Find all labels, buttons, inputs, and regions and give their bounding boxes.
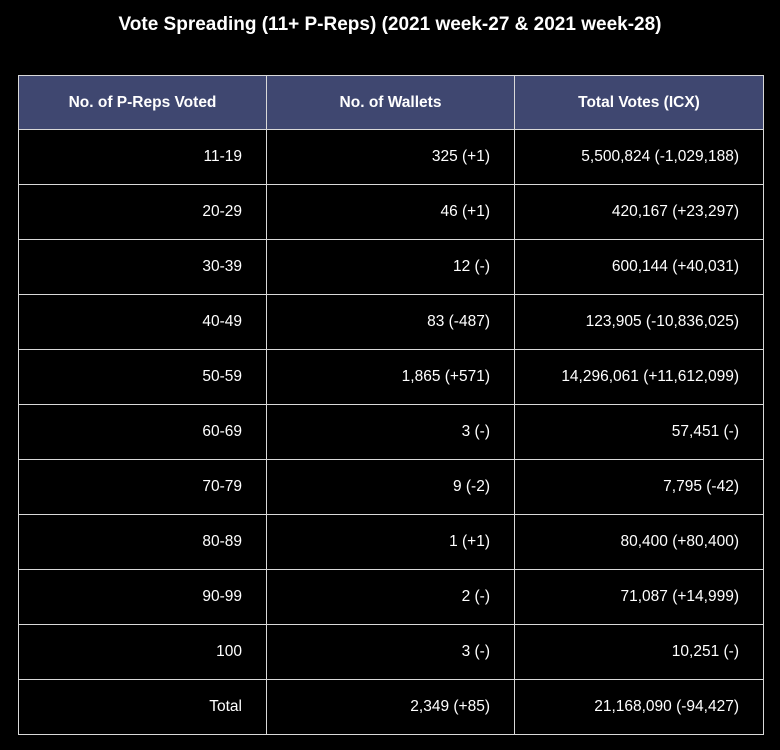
column-header: No. of P-Reps Voted (19, 76, 267, 130)
table-cell: 40-49 (19, 295, 267, 350)
table-cell: 46 (+1) (267, 185, 515, 240)
table-row: 90-99 2 (-) 71,087 (+14,999) (19, 570, 764, 625)
table-cell: 80-89 (19, 515, 267, 570)
table-cell: 1,865 (+571) (267, 350, 515, 405)
table-row: 20-29 46 (+1) 420,167 (+23,297) (19, 185, 764, 240)
table-body: 11-19 325 (+1) 5,500,824 (-1,029,188) 20-29… (19, 130, 764, 735)
table-cell: 57,451 (-) (515, 405, 764, 460)
table-cell: 50-59 (19, 350, 267, 405)
table-cell: 3 (-) (267, 405, 515, 460)
table-cell: 100 (19, 625, 267, 680)
table-cell: 7,795 (-42) (515, 460, 764, 515)
column-header: No. of Wallets (267, 76, 515, 130)
table-row: 50-59 1,865 (+571) 14,296,061 (+11,612,099… (19, 350, 764, 405)
table-row: 40-49 83 (-487) 123,905 (-10,836,025) (19, 295, 764, 350)
table-row: 100 3 (-) 10,251 (-) (19, 625, 764, 680)
table-cell: 2,349 (+85) (267, 680, 515, 735)
table-cell: 21,168,090 (-94,427) (515, 680, 764, 735)
table-header-row: No. of P-Reps Voted No. of Wallets Total… (19, 76, 764, 130)
table-row: 60-69 3 (-) 57,451 (-) (19, 405, 764, 460)
table-cell: 90-99 (19, 570, 267, 625)
table-row: 80-89 1 (+1) 80,400 (+80,400) (19, 515, 764, 570)
table-cell: 83 (-487) (267, 295, 515, 350)
table-cell: 80,400 (+80,400) (515, 515, 764, 570)
table-cell: 420,167 (+23,297) (515, 185, 764, 240)
table-cell: 70-79 (19, 460, 267, 515)
table-cell: 20-29 (19, 185, 267, 240)
table-cell: 600,144 (+40,031) (515, 240, 764, 295)
table-row: 11-19 325 (+1) 5,500,824 (-1,029,188) (19, 130, 764, 185)
table-cell: 2 (-) (267, 570, 515, 625)
vote-spreading-table: No. of P-Reps Voted No. of Wallets Total… (18, 75, 764, 735)
table-cell: Total (19, 680, 267, 735)
table-cell: 3 (-) (267, 625, 515, 680)
table-cell: 10,251 (-) (515, 625, 764, 680)
table-cell: 325 (+1) (267, 130, 515, 185)
chart-title: Vote Spreading (11+ P-Reps) (2021 week-2… (0, 11, 780, 39)
column-header: Total Votes (ICX) (515, 76, 764, 130)
table-cell: 9 (-2) (267, 460, 515, 515)
table-cell: 11-19 (19, 130, 267, 185)
table-cell: 5,500,824 (-1,029,188) (515, 130, 764, 185)
table-cell: 1 (+1) (267, 515, 515, 570)
table-cell: 14,296,061 (+11,612,099) (515, 350, 764, 405)
table-row: 30-39 12 (-) 600,144 (+40,031) (19, 240, 764, 295)
table-cell: 12 (-) (267, 240, 515, 295)
table-cell: 71,087 (+14,999) (515, 570, 764, 625)
table-cell: 30-39 (19, 240, 267, 295)
table-total-row: Total 2,349 (+85) 21,168,090 (-94,427) (19, 680, 764, 735)
table-cell: 123,905 (-10,836,025) (515, 295, 764, 350)
table-row: 70-79 9 (-2) 7,795 (-42) (19, 460, 764, 515)
table-cell: 60-69 (19, 405, 267, 460)
